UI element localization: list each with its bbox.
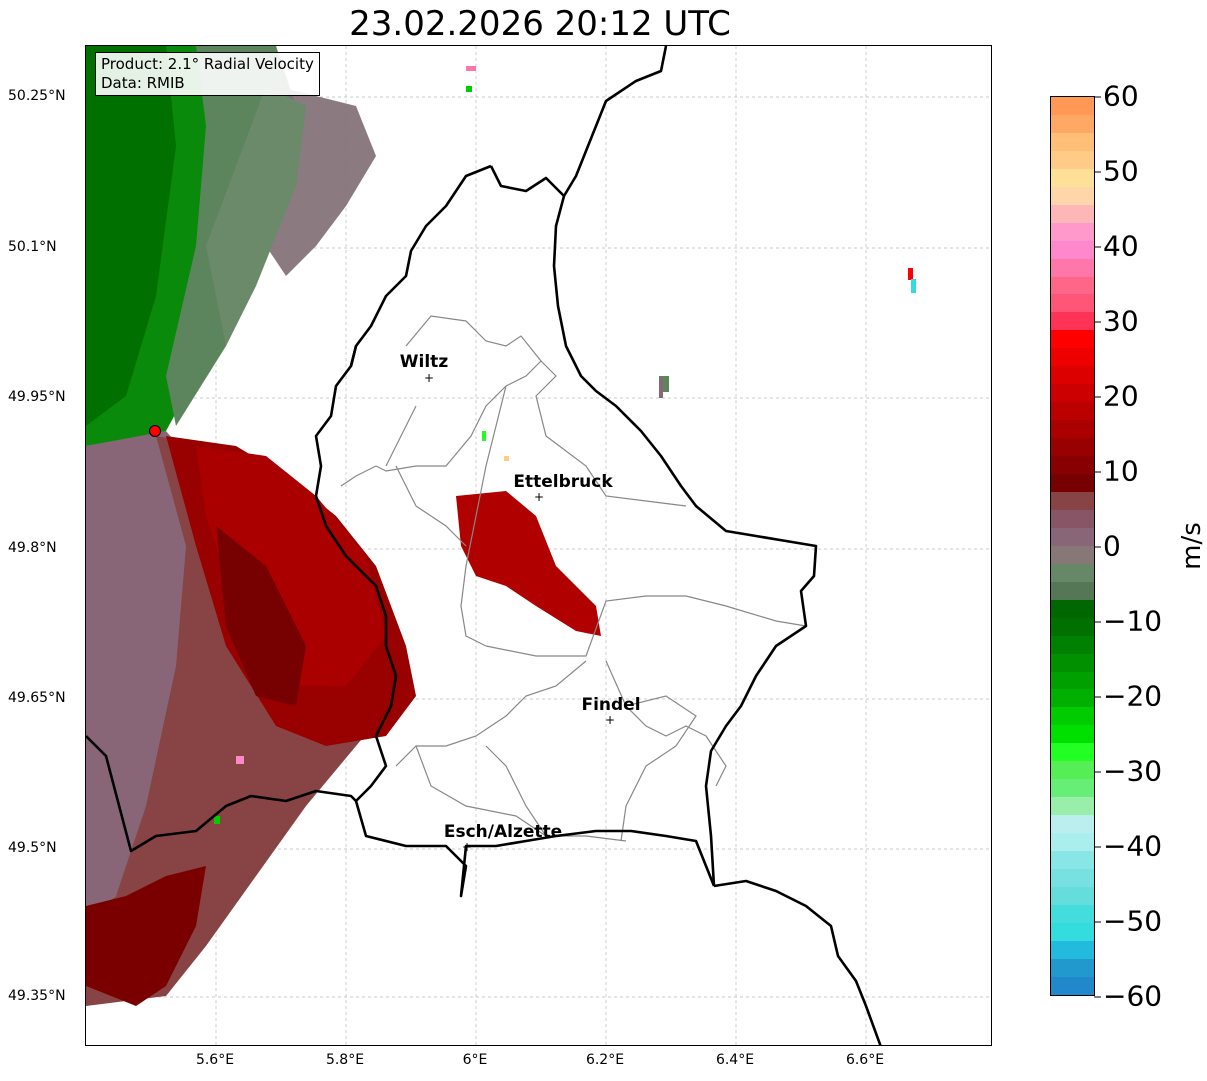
colorbar-segment — [1051, 527, 1094, 546]
city-marker-icon: + — [604, 713, 616, 727]
colorbar-segment — [1051, 150, 1094, 169]
colorbar-segment — [1051, 294, 1094, 313]
colorbar-segment — [1051, 779, 1094, 798]
colorbar-segment — [1051, 922, 1094, 941]
lon-tick-label: 5.6°E — [195, 1052, 235, 1068]
colorbar-segment — [1051, 725, 1094, 744]
colorbar-segment — [1051, 438, 1094, 457]
lon-tick-label: 6.6°E — [845, 1052, 885, 1068]
colorbar-unit-label: m/s — [1176, 522, 1207, 570]
colorbar-segment — [1051, 653, 1094, 672]
colorbar-segment — [1051, 707, 1094, 726]
lat-tick-label: 50.25°N — [8, 88, 66, 104]
colorbar-tick-label: −30 — [1093, 754, 1163, 788]
colorbar-segment — [1051, 474, 1094, 492]
colorbar-segment — [1051, 635, 1094, 654]
colorbar-segment — [1051, 958, 1094, 977]
colorbar-segment — [1051, 868, 1094, 887]
colorbar-tick-label: 60 — [1094, 79, 1139, 113]
radar-echoes — [86, 46, 916, 1006]
map-title: 23.02.2026 20:12 UTC — [349, 4, 731, 44]
colorbar-segment — [1051, 563, 1094, 582]
colorbar-segment — [1051, 689, 1094, 708]
colorbar-tick-label: 50 — [1094, 154, 1139, 188]
lat-tick-label: 49.8°N — [8, 540, 57, 556]
colorbar-segment — [1051, 348, 1094, 367]
lat-tick-label: 49.35°N — [8, 988, 66, 1004]
colorbar-segment — [1051, 599, 1094, 618]
city-marker-icon: + — [423, 371, 435, 385]
colorbar-segment — [1051, 384, 1094, 403]
colorbar-segment — [1051, 312, 1094, 331]
colorbar-segment — [1051, 330, 1094, 349]
lat-tick-label: 49.65°N — [8, 690, 66, 706]
data-source-label: Data: RMIB — [101, 74, 185, 92]
lat-tick-label: 49.5°N — [8, 840, 57, 856]
colorbar-segment — [1051, 743, 1094, 762]
colorbar-segment — [1051, 258, 1094, 277]
colorbar-segment — [1051, 366, 1094, 385]
colorbar-segment — [1051, 168, 1094, 187]
colorbar-segment — [1051, 851, 1094, 869]
map-canvas — [86, 46, 991, 1045]
colorbar-tick-label: −10 — [1093, 604, 1163, 638]
district-borders — [340, 315, 807, 842]
colorbar-tick-label: −60 — [1093, 979, 1163, 1013]
colorbar-segment — [1051, 940, 1094, 959]
colorbar-segment — [1051, 833, 1094, 852]
lon-tick-label: 6.4°E — [715, 1052, 755, 1068]
colorbar-segment — [1051, 761, 1094, 780]
colorbar-tick-label: 40 — [1094, 229, 1139, 263]
colorbar-segment — [1051, 97, 1094, 115]
colorbar-segment — [1051, 222, 1094, 241]
product-label: Product: 2.1° Radial Velocity — [101, 55, 314, 73]
colorbar-segment — [1051, 509, 1094, 528]
city-label-wiltz: Wiltz — [399, 352, 449, 372]
city-marker-icon: + — [461, 840, 473, 854]
lon-tick-label: 5.8°E — [325, 1052, 365, 1068]
colorbar-segment — [1051, 976, 1094, 995]
lat-tick-label: 49.95°N — [8, 389, 66, 405]
colorbar-segment — [1051, 456, 1094, 475]
colorbar-segment — [1051, 581, 1094, 600]
colorbar-segment — [1051, 671, 1094, 690]
city-label-findel: Findel — [581, 695, 641, 715]
colorbar-segment — [1051, 904, 1094, 923]
radar-map[interactable] — [85, 45, 992, 1046]
lon-tick-label: 6.2°E — [585, 1052, 625, 1068]
city-marker-icon: + — [533, 490, 545, 504]
colorbar-segment — [1051, 545, 1094, 564]
colorbar-segment — [1051, 240, 1094, 259]
colorbar-tick-label: −50 — [1093, 904, 1163, 938]
colorbar-tick-label: 30 — [1094, 304, 1139, 338]
colorbar-segment — [1051, 204, 1094, 223]
colorbar-segment — [1051, 617, 1094, 636]
colorbar-segment — [1051, 186, 1094, 205]
colorbar-tick-label: 10 — [1094, 454, 1139, 488]
radar-site-marker — [149, 425, 161, 437]
product-info-box: Product: 2.1° Radial Velocity Data: RMIB — [95, 52, 320, 96]
colorbar-tick-label: −40 — [1093, 829, 1163, 863]
colorbar-segment — [1051, 276, 1094, 295]
colorbar-tick-label: −20 — [1093, 679, 1163, 713]
colorbar-segment — [1051, 815, 1094, 834]
colorbar — [1050, 96, 1095, 996]
colorbar-segment — [1051, 420, 1094, 439]
city-label-ettelbruck: Ettelbruck — [513, 472, 613, 492]
colorbar-segment — [1051, 886, 1094, 905]
colorbar-segment — [1051, 491, 1094, 510]
colorbar-segment — [1051, 797, 1094, 816]
country-borders — [86, 46, 882, 1045]
lat-tick-label: 50.1°N — [8, 239, 57, 255]
colorbar-tick-label: 0 — [1094, 529, 1121, 563]
colorbar-segment — [1051, 114, 1094, 133]
colorbar-segment — [1051, 402, 1094, 421]
colorbar-segment — [1051, 132, 1094, 151]
colorbar-tick-label: 20 — [1094, 379, 1139, 413]
lon-tick-label: 6°E — [462, 1052, 488, 1068]
city-label-esch-alzette: Esch/Alzette — [443, 822, 563, 842]
